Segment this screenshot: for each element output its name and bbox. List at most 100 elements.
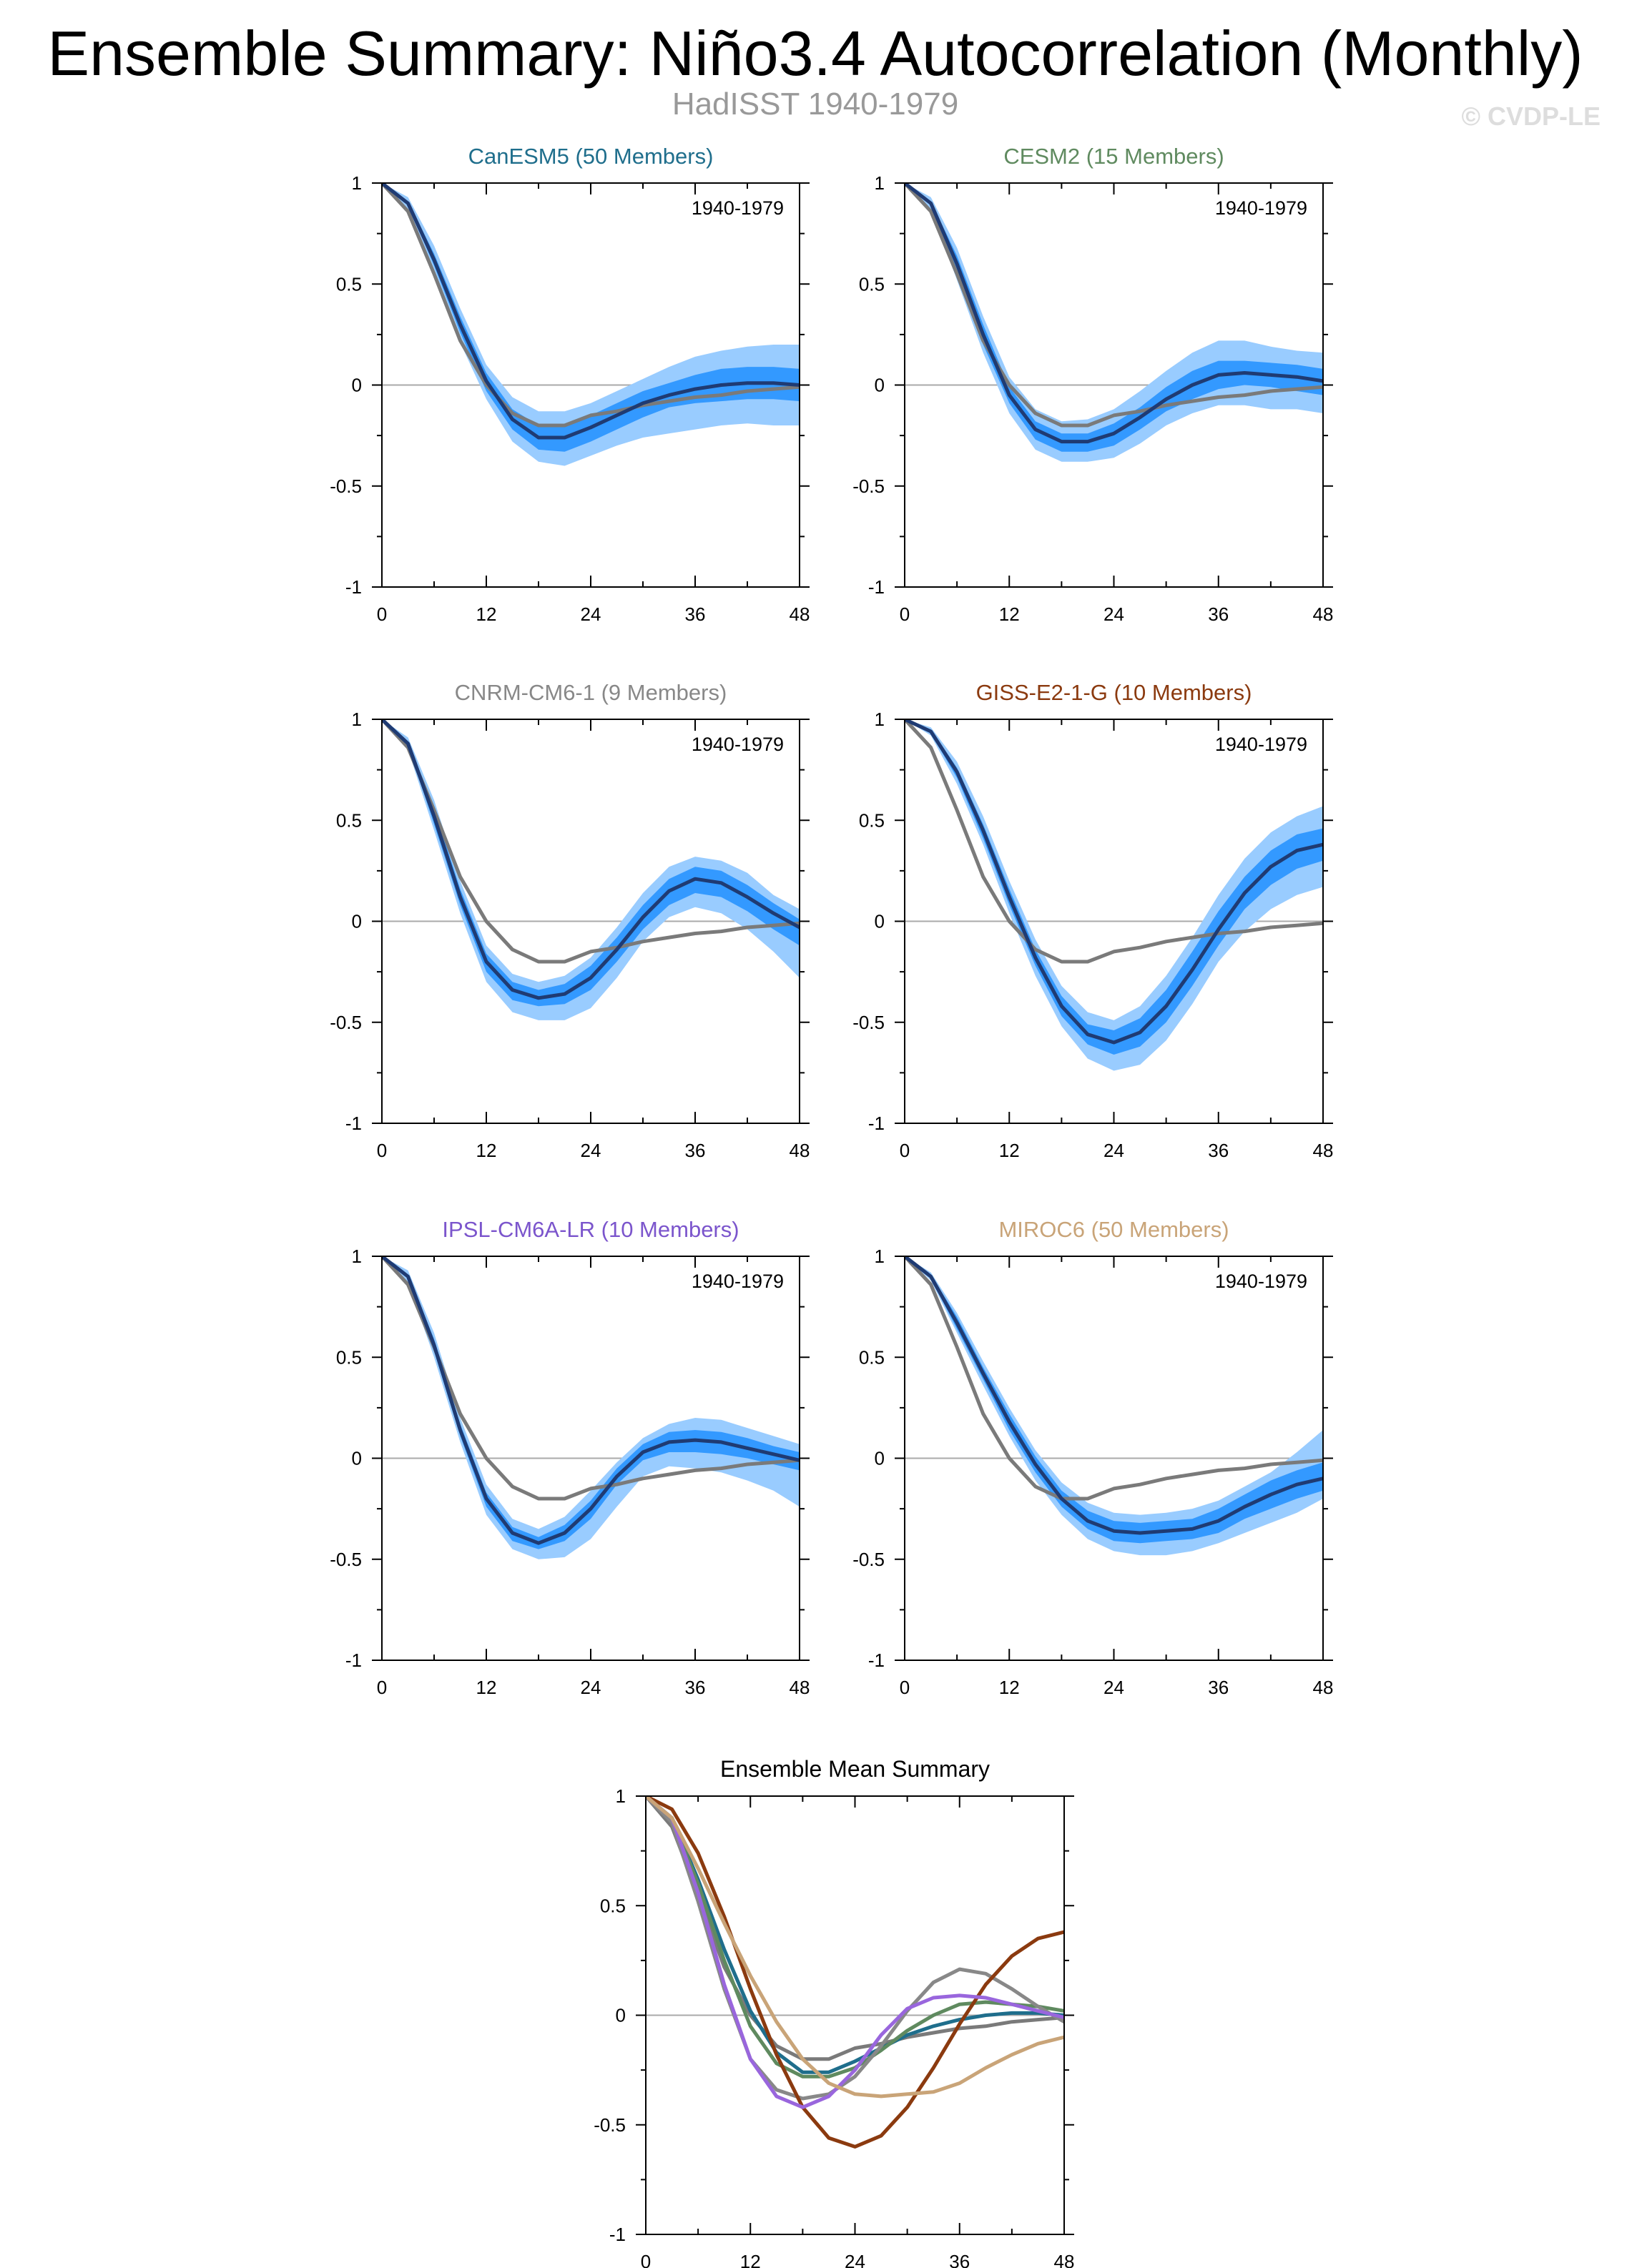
x-tick-label: 24 xyxy=(581,603,601,625)
period-label: 1940-1979 xyxy=(692,1271,784,1292)
x-tick-label: 24 xyxy=(581,1140,601,1161)
y-tick-label: 0.5 xyxy=(859,809,885,831)
observed-line xyxy=(905,719,1323,964)
x-tick-label: 36 xyxy=(1208,1140,1229,1161)
y-tick-label: -0.5 xyxy=(594,2114,626,2136)
y-tick-label: 0 xyxy=(875,375,885,396)
chart-panel: CESM2 (15 Members) 0 12 24 36 48 1 0.5 0 -0.5 -1 19… xyxy=(852,144,1333,625)
x-tick-label: 36 xyxy=(1208,1677,1229,1698)
y-tick-label: 0 xyxy=(352,911,362,932)
chart-panel: IPSL-CM6A-LR (10 Members)0 12 24 36 4810.50-… xyxy=(330,1217,810,1698)
x-tick-label: 36 xyxy=(685,603,706,625)
y-tick-label: -0.5 xyxy=(330,1549,362,1570)
y-tick-label: 1 xyxy=(616,1785,626,1807)
figure-title: Ensemble Summary: Niño3.4 Autocorrelatio… xyxy=(47,18,1583,89)
x-tick-label: 0 xyxy=(900,1677,910,1698)
panel-title: CanESM5 (50 Members) xyxy=(468,144,714,169)
panel-title: CESM2 (15 Members) xyxy=(1003,144,1224,169)
y-tick-label: -1 xyxy=(345,1650,362,1671)
ensemble-mean-summary-panel: Ensemble Mean Summary 0 12 24 36 48 1 0.5 0 -0.5 -… xyxy=(594,1756,1074,2268)
panels-container: CanESM5 (50 Members) 0 12 24 36 48 1 0.5 0 -0.5 -1… xyxy=(330,144,1333,2268)
x-tick-label: 24 xyxy=(1103,1677,1124,1698)
x-tick-label: 36 xyxy=(949,2251,970,2268)
x-tick-label: 48 xyxy=(1313,1677,1334,1698)
y-tick-label: 1 xyxy=(875,172,885,194)
ensemble-mean-line xyxy=(905,1256,1323,1535)
x-tick-label: 0 xyxy=(900,603,910,625)
y-tick-label: -1 xyxy=(868,576,885,598)
ensemble-mean-line xyxy=(382,719,800,1000)
y-tick-label: 1 xyxy=(352,709,362,730)
period-label: 1940-1979 xyxy=(1215,1271,1307,1292)
x-tick-label: 24 xyxy=(1103,1140,1124,1161)
x-tick-label: 48 xyxy=(790,1140,810,1161)
x-tick-label: 12 xyxy=(740,2251,761,2268)
x-tick-label: 12 xyxy=(999,1140,1020,1161)
x-tick-label: 48 xyxy=(1054,2251,1075,2268)
y-tick-label: 0.5 xyxy=(336,273,362,295)
series-line-ipsl-cm6a-lr xyxy=(646,1796,1064,2109)
plot-area xyxy=(382,719,800,1020)
x-tick-label: 0 xyxy=(900,1140,910,1161)
x-tick-label: 48 xyxy=(790,603,810,625)
observed-line xyxy=(382,1256,800,1501)
x-tick-label: 12 xyxy=(476,1140,497,1161)
x-tick-label: 48 xyxy=(790,1677,810,1698)
chart-panel: MIROC6 (50 Members) 0 12 24 36 48 1 0.5 0 -0.5 -1 1… xyxy=(852,1217,1333,1698)
y-tick-label: -0.5 xyxy=(330,475,362,497)
x-tick-label: 24 xyxy=(1103,603,1124,625)
series-line-miroc6 xyxy=(646,1796,1064,2099)
observed-line xyxy=(382,719,800,964)
x-tick-label: 24 xyxy=(581,1677,601,1698)
period-label: 1940-1979 xyxy=(1215,734,1307,755)
plot-area xyxy=(382,183,800,466)
y-tick-label: -1 xyxy=(345,576,362,598)
panel-title: MIROC6 (50 Members) xyxy=(998,1217,1229,1242)
x-tick-label: 12 xyxy=(999,603,1020,625)
x-tick-label: 0 xyxy=(377,1677,387,1698)
ensemble-mean-line xyxy=(382,183,800,440)
panel-title: CNRM-CM6-1 (9 Members) xyxy=(455,680,727,705)
chart-panel: GISS-E2-1-G (10 Members) 0 12 24 36 48 1 0.5 0 -0… xyxy=(852,680,1333,1161)
figure-subtitle: HadISST 1940-1979 xyxy=(672,87,958,122)
y-tick-label: -1 xyxy=(609,2224,626,2245)
y-tick-label: -0.5 xyxy=(852,1012,885,1033)
x-tick-label: 12 xyxy=(476,1677,497,1698)
plot-area xyxy=(905,719,1323,1071)
series-line-giss-e2-1-g xyxy=(646,1796,1064,2149)
y-tick-label: 1 xyxy=(352,172,362,194)
series-line-hadisst xyxy=(646,1796,1064,2061)
x-tick-label: 48 xyxy=(1313,1140,1334,1161)
x-tick-label: 0 xyxy=(377,1140,387,1161)
y-tick-label: -1 xyxy=(345,1113,362,1134)
plot-area xyxy=(382,1256,800,1559)
x-tick-label: 24 xyxy=(845,2251,865,2268)
x-tick-label: 36 xyxy=(685,1140,706,1161)
plot-area xyxy=(905,183,1323,462)
chart-panel: CNRM-CM6-1 (9 Members) 0 12 24 36 48 1 0.5 0 -0.5… xyxy=(330,680,810,1161)
ensemble-mean-line xyxy=(905,183,1323,444)
copyright-notice: © CVDP-LE xyxy=(1461,102,1601,131)
panel-title: IPSL-CM6A-LR (10 Members) xyxy=(442,1217,739,1242)
y-tick-label: 1 xyxy=(875,1246,885,1267)
ensemble-mean-line xyxy=(382,1256,800,1545)
panel-title: GISS-E2-1-G (10 Members) xyxy=(976,680,1252,705)
y-tick-label: 0 xyxy=(875,911,885,932)
x-tick-label: 48 xyxy=(1313,603,1334,625)
y-tick-label: 0 xyxy=(616,2005,626,2026)
x-tick-label: 12 xyxy=(476,603,497,625)
y-tick-label: -0.5 xyxy=(852,1549,885,1570)
y-tick-label: -1 xyxy=(868,1113,885,1134)
y-tick-label: 0.5 xyxy=(859,1346,885,1368)
x-tick-label: 36 xyxy=(1208,603,1229,625)
ensemble-spread-outer-band xyxy=(382,1256,800,1559)
y-tick-label: -0.5 xyxy=(330,1012,362,1033)
plot-area xyxy=(905,1256,1323,1556)
y-tick-label: 0.5 xyxy=(859,273,885,295)
period-label: 1940-1979 xyxy=(1215,197,1307,219)
ensemble-spread-inner-band xyxy=(905,183,1323,452)
chart-panel: CanESM5 (50 Members) 0 12 24 36 48 1 0.5 0 -0.5 -1… xyxy=(330,144,810,625)
y-tick-label: 1 xyxy=(875,709,885,730)
